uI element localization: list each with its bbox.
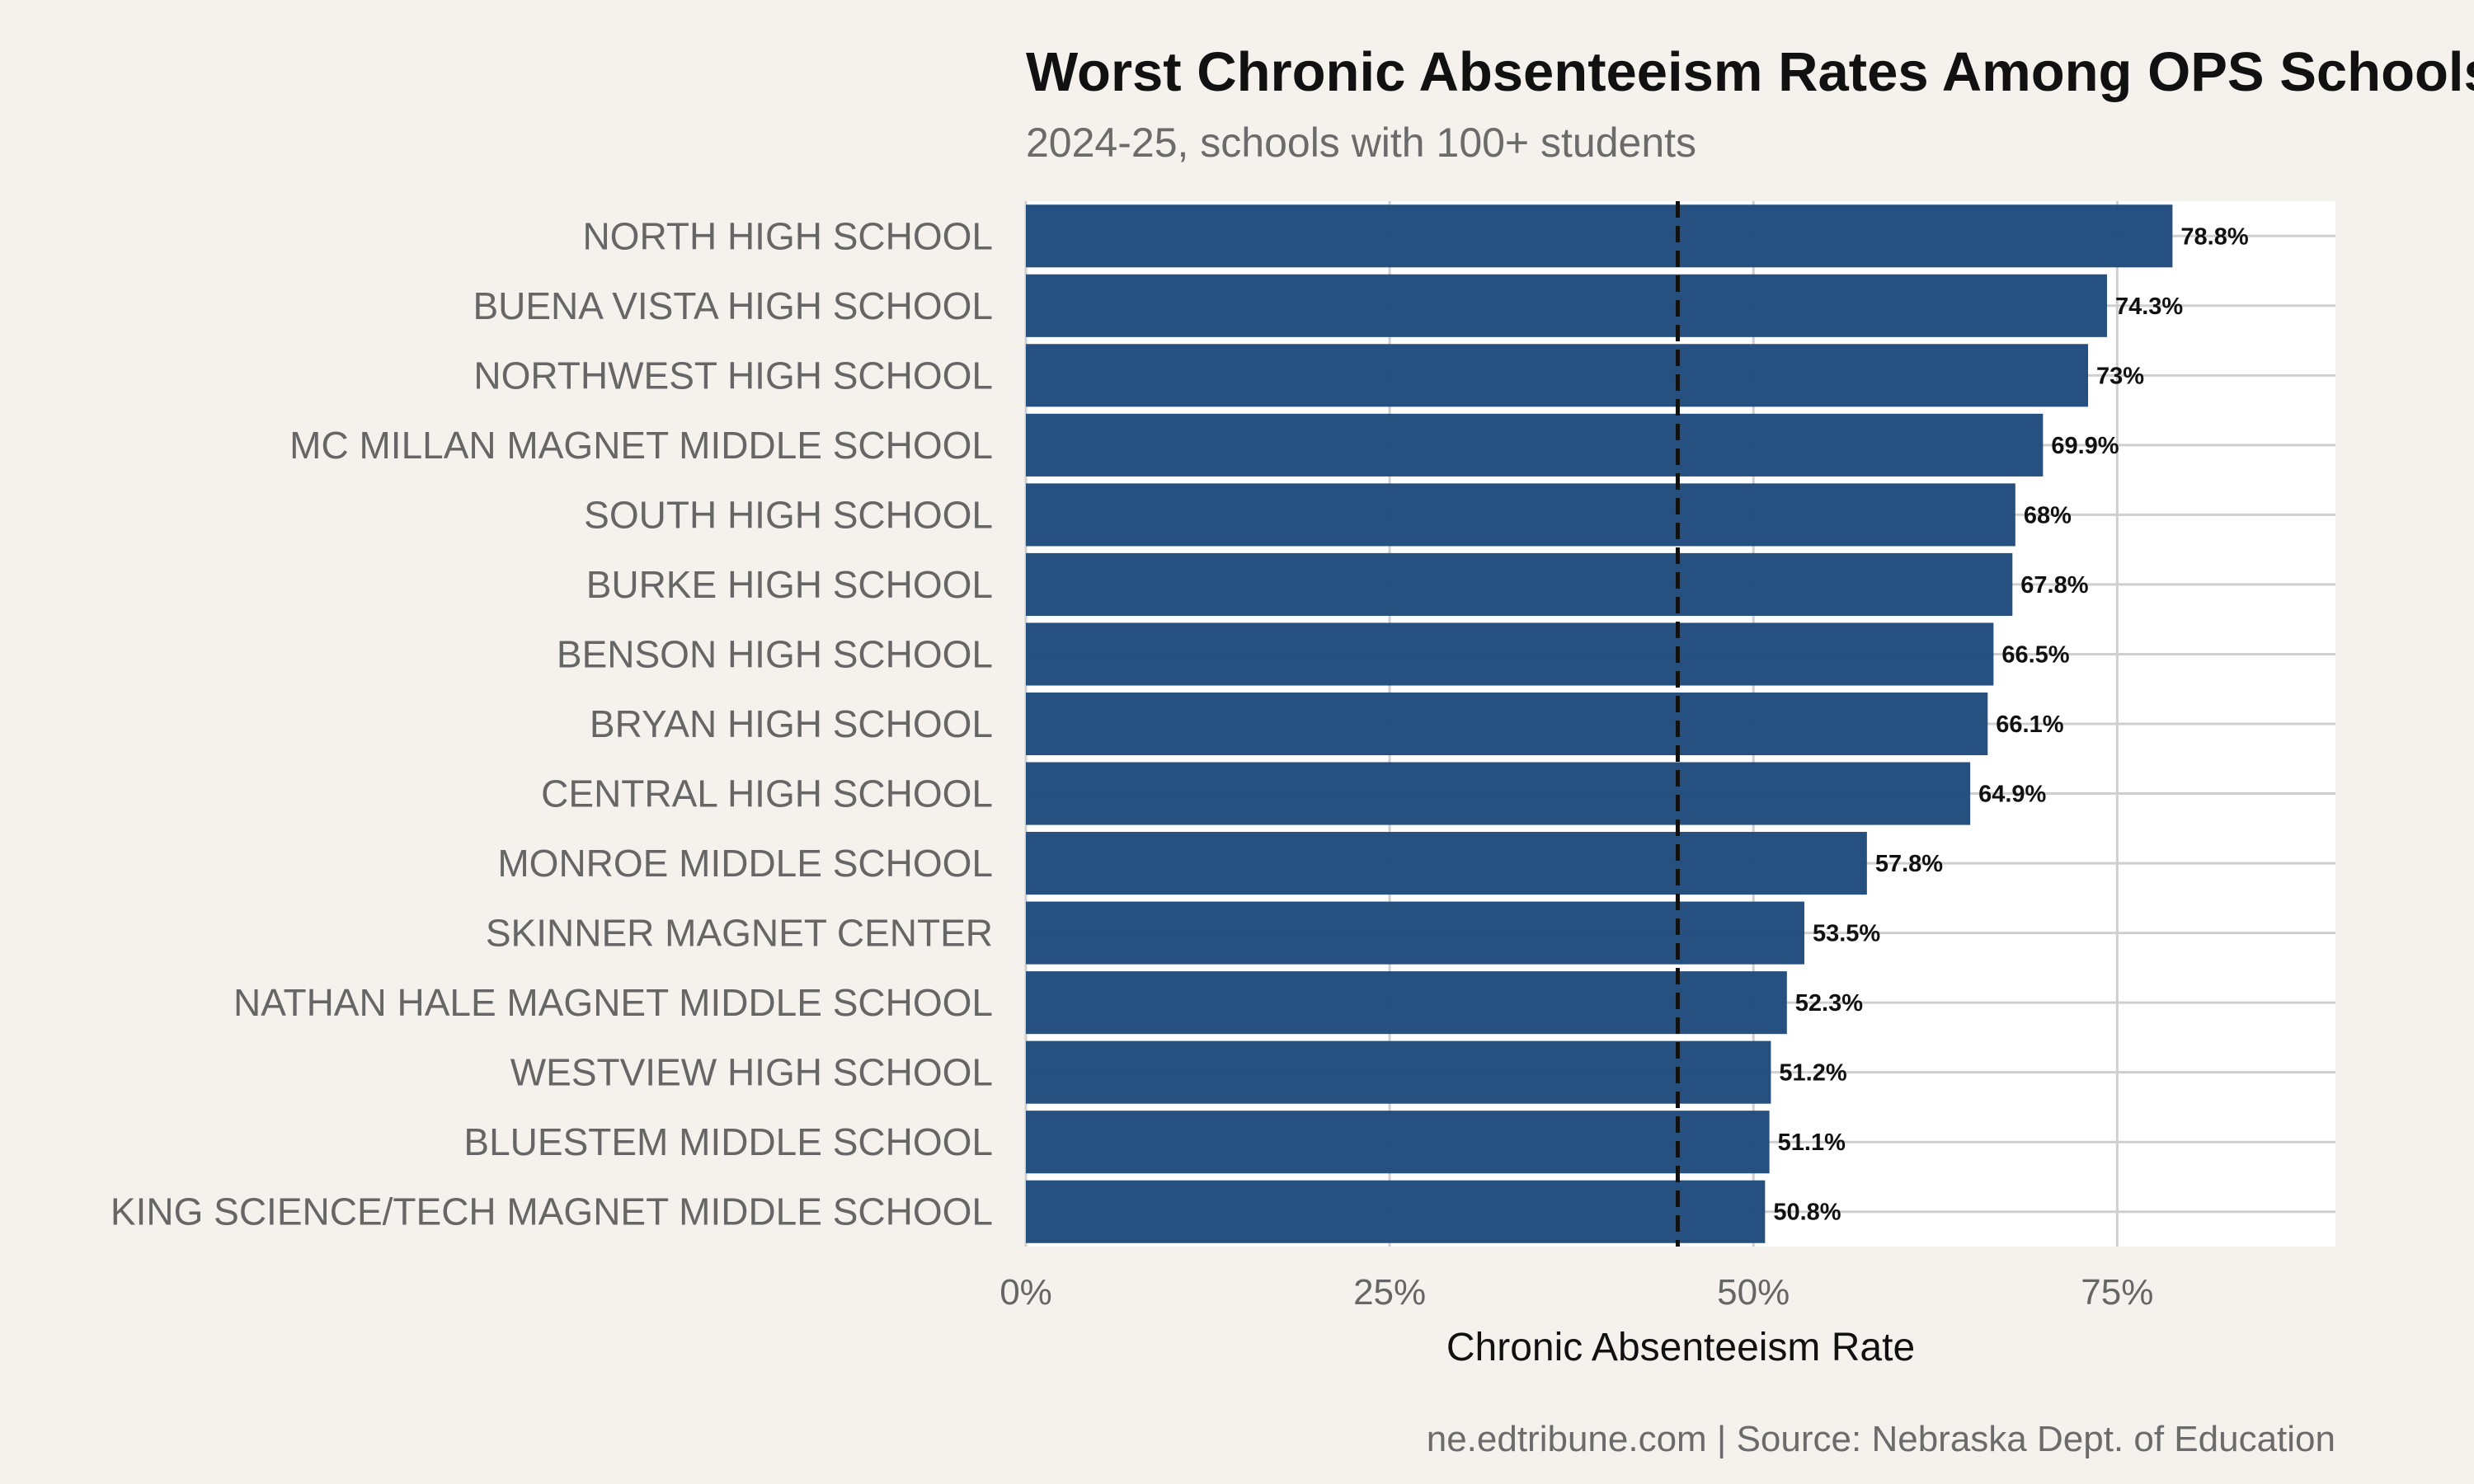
x-tick-label: 75%	[2081, 1272, 2153, 1313]
bar-value-label: 73%	[2096, 363, 2144, 389]
bar	[1026, 901, 1804, 965]
chart-subtitle: 2024-25, schools with 100+ students	[1026, 120, 1696, 166]
bar-value-label: 78.8%	[2180, 223, 2248, 250]
bar	[1026, 971, 1787, 1035]
bar-value-label: 74.3%	[2115, 294, 2183, 320]
bar	[1026, 1111, 1770, 1174]
bar-value-label: 64.9%	[1978, 782, 2046, 808]
category-label: MC MILLAN MAGNET MIDDLE SCHOOL	[289, 424, 993, 467]
bar-value-label: 50.8%	[1773, 1200, 1841, 1226]
chart-caption: ne.edtribune.com | Source: Nebraska Dept…	[1427, 1419, 2335, 1459]
bar-value-label: 51.1%	[1778, 1129, 1846, 1156]
bar-value-label: 67.8%	[2020, 572, 2088, 599]
bar	[1026, 762, 1971, 825]
bar	[1026, 552, 2013, 616]
category-label: NORTH HIGH SCHOOL	[582, 214, 993, 257]
x-tick-label: 0%	[999, 1272, 1052, 1313]
bar	[1026, 622, 1994, 686]
category-label: BENSON HIGH SCHOOL	[557, 632, 993, 675]
x-tick-labels: 0% 25% 50% 75%	[999, 1272, 2153, 1313]
bar	[1026, 1040, 1771, 1104]
x-axis-title: Chronic Absenteeism Rate	[1446, 1326, 1915, 1369]
category-label: WESTVIEW HIGH SCHOOL	[510, 1051, 993, 1094]
category-label: NORTHWEST HIGH SCHOOL	[473, 354, 993, 397]
bar	[1026, 832, 1867, 895]
category-label: CENTRAL HIGH SCHOOL	[541, 773, 993, 815]
category-labels: NORTH HIGH SCHOOL BUENA VISTA HIGH SCHOOL…	[111, 214, 993, 1233]
bar-value-label: 69.9%	[2051, 433, 2119, 459]
x-tick-label: 25%	[1353, 1272, 1426, 1313]
category-label: MONROE MIDDLE SCHOOL	[497, 842, 993, 885]
category-label: BRYAN HIGH SCHOOL	[590, 702, 993, 745]
bar-value-label: 68%	[2024, 502, 2072, 528]
bar	[1026, 1180, 1766, 1243]
bar-value-label: 57.8%	[1875, 851, 1943, 877]
category-label: KING SCIENCE/TECH MAGNET MIDDLE SCHOOL	[111, 1190, 993, 1233]
bar	[1026, 274, 2107, 337]
bar-value-label: 66.5%	[2001, 641, 2069, 668]
category-label: BURKE HIGH SCHOOL	[586, 563, 993, 606]
bar	[1026, 413, 2044, 477]
category-label: NATHAN HALE MAGNET MIDDLE SCHOOL	[233, 981, 993, 1024]
bar-value-label: 66.1%	[1996, 711, 2063, 738]
category-label: SOUTH HIGH SCHOOL	[584, 493, 993, 536]
bar-value-label: 52.3%	[1795, 990, 1863, 1017]
bar-value-label: 51.2%	[1779, 1060, 1846, 1087]
value-labels: 78.8% 74.3% 73% 69.9% 68% 67.8% 66.5% 66.1% 64.9…	[1773, 223, 2248, 1225]
category-label: BLUESTEM MIDDLE SCHOOL	[463, 1120, 993, 1163]
bar	[1026, 204, 2173, 268]
category-label: SKINNER MAGNET CENTER	[486, 912, 993, 955]
bars	[1026, 204, 2173, 1243]
chart-title: Worst Chronic Absenteeism Rates Among OP…	[1026, 41, 2474, 103]
bar	[1026, 483, 2015, 547]
bar-value-label: 53.5%	[1813, 921, 1880, 947]
bar	[1026, 344, 2089, 407]
x-tick-label: 50%	[1717, 1272, 1790, 1313]
category-label: BUENA VISTA HIGH SCHOOL	[473, 284, 993, 327]
bar	[1026, 692, 1988, 756]
